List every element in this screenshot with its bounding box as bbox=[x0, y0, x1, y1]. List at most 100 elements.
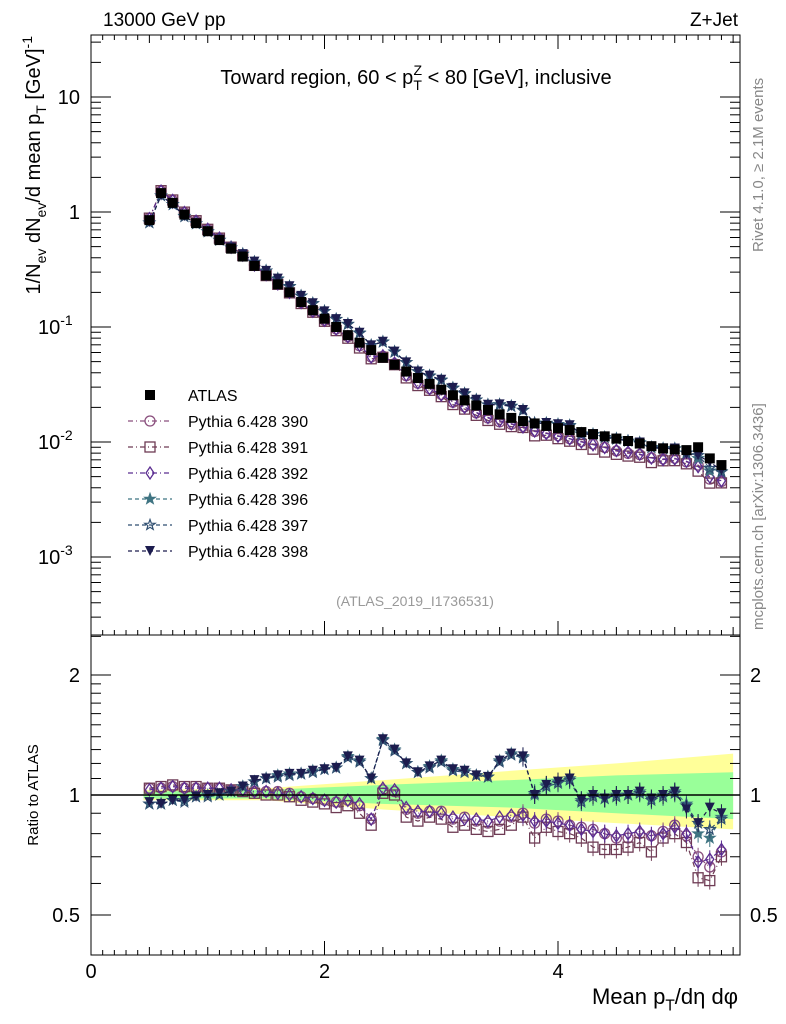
ratio-point bbox=[471, 811, 482, 827]
ratio-point bbox=[494, 809, 505, 825]
data-point bbox=[331, 314, 342, 325]
ratio-point bbox=[693, 818, 704, 829]
y-tick-label: 1 bbox=[69, 202, 80, 224]
ratio-point bbox=[144, 797, 155, 808]
ratio-point bbox=[506, 808, 517, 823]
ratio-point bbox=[400, 811, 412, 823]
legend-label: Pythia 6.428 391 bbox=[188, 440, 308, 457]
ratio-point bbox=[424, 804, 435, 819]
data-point bbox=[634, 451, 646, 463]
data-point bbox=[401, 366, 412, 377]
data-point bbox=[319, 306, 330, 317]
data-point bbox=[622, 450, 634, 462]
analysis-label: (ATLAS_2019_I1736531) bbox=[336, 593, 494, 609]
x-axis-label: Mean pT/dη dφ bbox=[592, 984, 738, 1015]
data-point bbox=[494, 399, 505, 410]
ratio-point bbox=[482, 771, 493, 782]
header-left: 13000 GeV pp bbox=[103, 10, 226, 31]
data-point bbox=[482, 404, 493, 415]
ratio-point bbox=[702, 822, 717, 836]
ratio-point bbox=[692, 872, 704, 884]
data-point bbox=[634, 446, 645, 462]
ratio-point bbox=[541, 813, 552, 829]
data-point bbox=[575, 438, 587, 451]
ratio-point bbox=[296, 768, 307, 779]
data-point bbox=[483, 410, 493, 425]
data-point bbox=[459, 388, 470, 399]
data-point bbox=[156, 188, 167, 199]
ratio-point bbox=[483, 813, 493, 829]
legend-marker bbox=[144, 415, 156, 427]
ratio-point bbox=[331, 762, 342, 773]
data-point bbox=[237, 251, 248, 262]
data-point bbox=[553, 423, 563, 434]
ratio-point bbox=[366, 773, 377, 784]
ratio-point bbox=[342, 751, 353, 762]
ratio-point bbox=[704, 874, 716, 887]
data-point bbox=[564, 425, 575, 436]
data-point bbox=[191, 218, 202, 229]
y-tick-label: 10 bbox=[58, 87, 80, 109]
data-point bbox=[494, 409, 505, 420]
ratio-point bbox=[156, 798, 167, 809]
data-point bbox=[529, 418, 540, 429]
data-point bbox=[261, 270, 272, 281]
ratio-point bbox=[716, 842, 727, 857]
data-point bbox=[716, 460, 727, 471]
ratio-point bbox=[319, 793, 330, 808]
ratio-tick-label-left: 1 bbox=[69, 785, 80, 807]
data-point bbox=[342, 330, 353, 341]
ratio-tick-label-right: 1 bbox=[750, 785, 761, 807]
data-point bbox=[611, 443, 622, 458]
ratio-point bbox=[588, 824, 598, 839]
data-point bbox=[226, 243, 237, 254]
ratio-point bbox=[179, 795, 190, 806]
data-point bbox=[459, 395, 470, 406]
x-tick-label: 2 bbox=[319, 961, 330, 983]
ratio-point bbox=[681, 826, 692, 841]
ratio-point bbox=[611, 828, 622, 843]
data-point bbox=[704, 477, 716, 489]
data-point bbox=[412, 373, 423, 384]
ratio-point bbox=[458, 819, 471, 831]
ratio-point bbox=[541, 779, 552, 790]
ratio-point bbox=[564, 818, 575, 833]
ratio-point bbox=[529, 832, 541, 844]
data-point bbox=[319, 313, 330, 324]
ratio-point bbox=[214, 788, 225, 799]
data-point bbox=[436, 374, 447, 385]
ratio-tick-label-left: 0.5 bbox=[52, 905, 80, 927]
ratio-point bbox=[704, 852, 715, 867]
side-label-mcplots: mcplots.cern.ch [arXiv:1306.3436] bbox=[750, 403, 767, 630]
data-point bbox=[167, 197, 178, 208]
data-point bbox=[517, 416, 528, 427]
data-point bbox=[623, 436, 634, 447]
ratio-point bbox=[599, 826, 610, 841]
ratio-point bbox=[237, 781, 248, 792]
data-point bbox=[331, 322, 342, 332]
ratio-point bbox=[354, 755, 365, 766]
data-point bbox=[576, 427, 587, 438]
ratio-point bbox=[634, 824, 645, 839]
ratio-point bbox=[669, 786, 680, 797]
series-ATLAS bbox=[144, 188, 727, 471]
ratio-point bbox=[389, 744, 400, 755]
ratio-point bbox=[353, 807, 366, 819]
ratio-point bbox=[693, 854, 703, 869]
data-point bbox=[377, 352, 388, 363]
data-point bbox=[610, 448, 623, 460]
ratio-point bbox=[576, 795, 587, 806]
ratio-point bbox=[587, 841, 599, 853]
ratio-point bbox=[318, 798, 331, 810]
data-point bbox=[517, 404, 528, 415]
data-point bbox=[284, 287, 295, 298]
ratio-point bbox=[307, 796, 319, 808]
data-point bbox=[296, 290, 307, 301]
data-point bbox=[424, 370, 435, 381]
legend-entry: Pythia 6.428 398 bbox=[128, 544, 308, 561]
ratio-point bbox=[284, 768, 295, 779]
ratio-point bbox=[191, 791, 202, 802]
ratio-point bbox=[412, 767, 423, 778]
legend-entry: Pythia 6.428 392 bbox=[128, 465, 308, 483]
